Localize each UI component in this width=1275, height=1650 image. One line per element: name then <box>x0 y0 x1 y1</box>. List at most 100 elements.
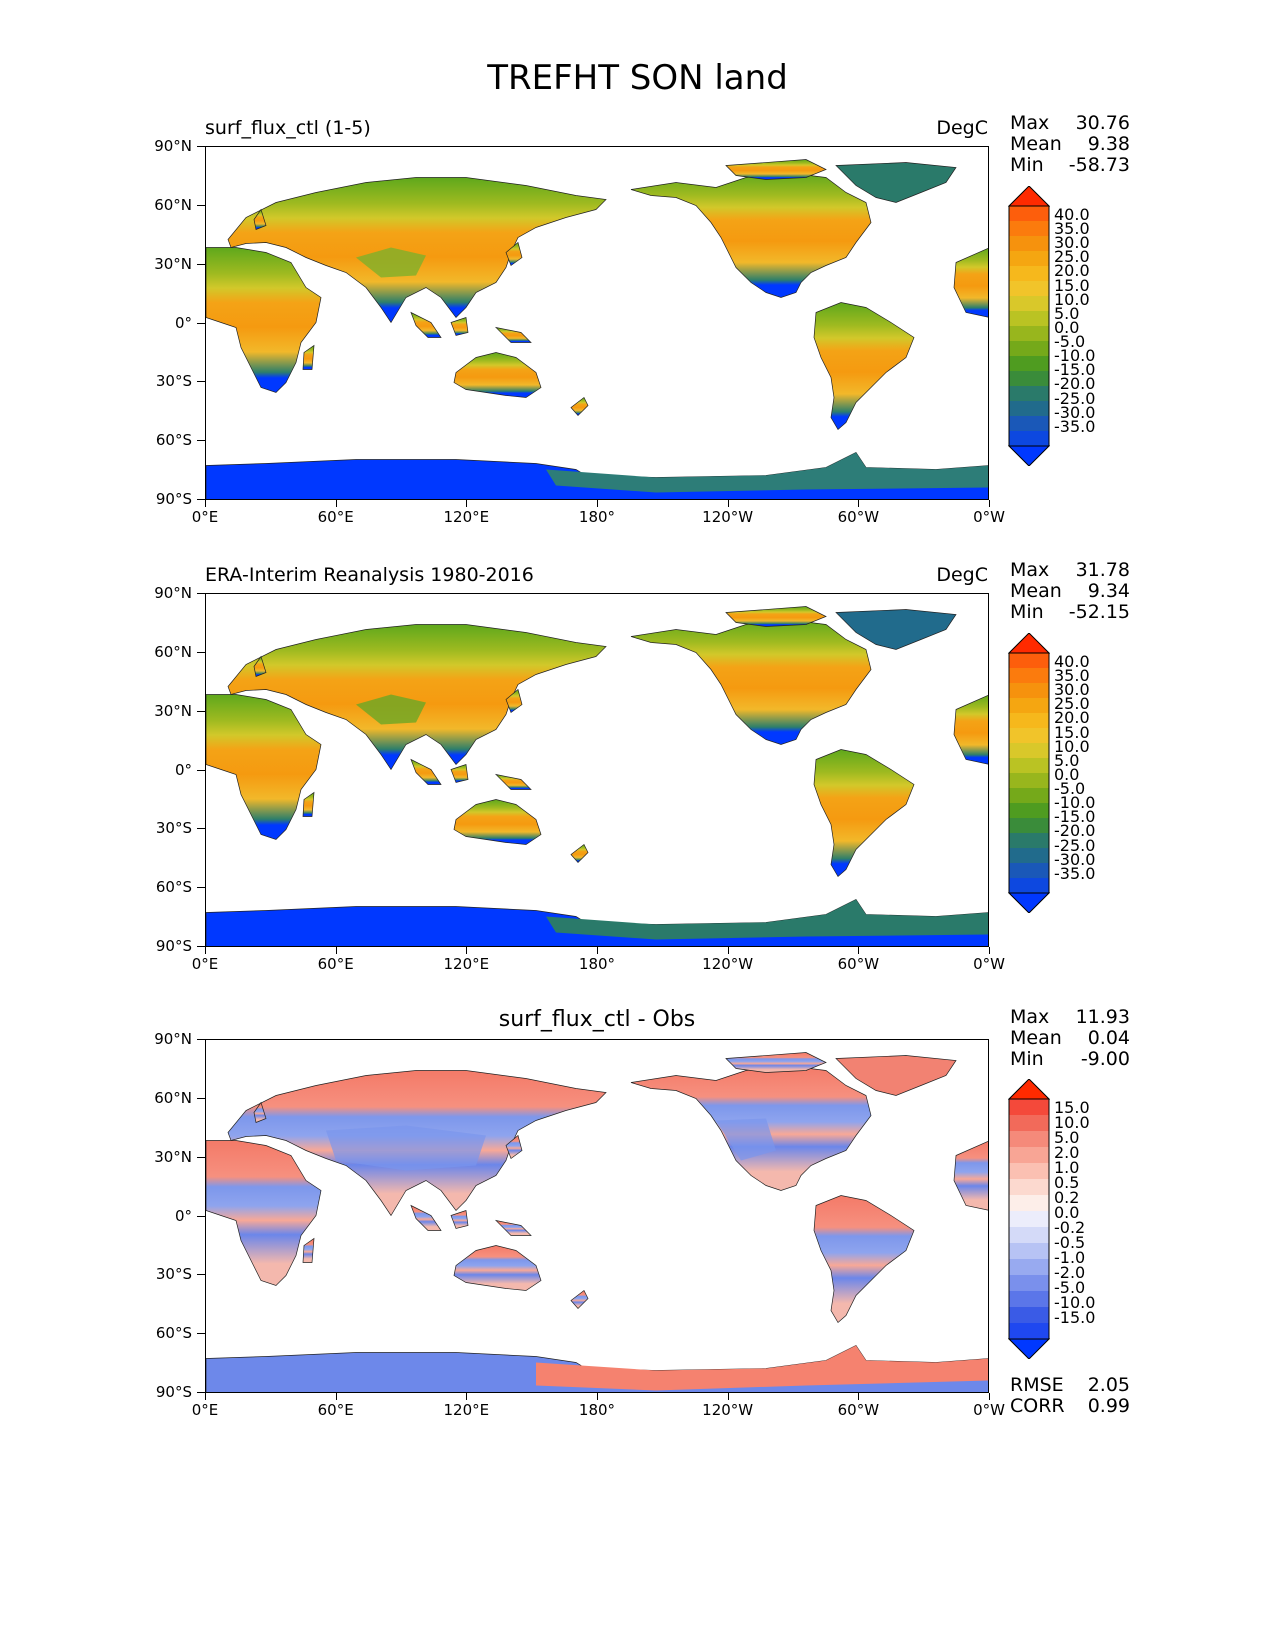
lon-tick-mark <box>466 947 468 954</box>
colorbar-segment <box>1009 206 1049 222</box>
panel-1-colorbar <box>1008 186 1050 466</box>
land-mask <box>206 159 988 430</box>
lat-tick-mark <box>197 263 205 265</box>
stat-min-label: Min <box>1010 1048 1044 1070</box>
lon-tick-label: 60°W <box>837 955 880 973</box>
us-cool <box>716 1118 776 1161</box>
panel-2-units: DegC <box>936 564 988 586</box>
lat-tick-mark <box>197 204 205 206</box>
lon-tick-mark <box>727 1393 729 1400</box>
lon-tick-label: 0°E <box>191 955 219 973</box>
stat-min-value: -9.00 <box>1080 1048 1130 1070</box>
colorbar-segment <box>1009 758 1049 774</box>
colorbar-tick-label: 5.0 <box>1054 750 1080 770</box>
lon-tick-label: 180° <box>578 1401 616 1419</box>
stat-max-label: Max <box>1010 112 1050 134</box>
lat-tick-mark <box>197 887 205 889</box>
colorbar-segment <box>1009 863 1049 879</box>
lat-tick-label: 90°S <box>155 937 192 955</box>
colorbar-extend-max <box>1008 633 1050 654</box>
lon-tick-label: 60°W <box>837 1401 880 1419</box>
tibet-cold <box>356 247 426 278</box>
lat-tick-mark <box>197 710 205 712</box>
colorbar-tick-label: -35.0 <box>1054 416 1096 436</box>
colorbar-segment <box>1009 371 1049 387</box>
panel-1-colorbar-labels: 40.0 35.0 30.0 25.0 20.0 15.0 10.0 5.0 0.0 -5.0 -1… <box>1054 207 1114 447</box>
panel-3-title: surf_flux_ctl - Obs <box>498 1007 696 1032</box>
colorbar-segment <box>1009 221 1049 237</box>
colorbar-segment <box>1009 1227 1049 1244</box>
colorbar-tick-label: -15.0 <box>1054 1308 1096 1327</box>
colorbar-segment <box>1009 311 1049 327</box>
lat-tick-label: 60°S <box>155 431 192 450</box>
colorbar-extend-min <box>1008 892 1050 913</box>
stat-mean-label: Mean <box>1010 133 1062 155</box>
colorbar-segment <box>1009 1163 1049 1180</box>
lat-tick-label: 60°S <box>155 878 192 897</box>
colorbar-segment <box>1009 386 1049 402</box>
rmse-label: RMSE <box>1010 1374 1064 1396</box>
colorbar-segment <box>1009 1243 1049 1260</box>
lon-tick-label: 60°E <box>317 955 354 973</box>
lon-tick-label: 60°W <box>837 508 880 526</box>
colorbar-tick-label: -5.0 <box>1054 779 1086 799</box>
stat-mean-label: Mean <box>1010 1027 1062 1049</box>
land-mask <box>206 606 988 877</box>
panel-3-stats: Max 11.93 Mean 0.04 Min -9.00 <box>1010 1006 1130 1072</box>
panel-1-stats: Max 30.76 Mean 9.38 Min -58.73 <box>1010 112 1130 178</box>
colorbar-tick-label: 30.0 <box>1054 680 1090 700</box>
lat-tick-label: 30°S <box>155 372 192 391</box>
colorbar-tick-label: -30.0 <box>1054 402 1096 422</box>
lon-tick-label: 120°W <box>702 1401 754 1419</box>
colorbar-outline <box>1008 652 1050 894</box>
colorbar-segment <box>1009 1115 1049 1132</box>
lon-tick-label: 120°W <box>702 955 754 973</box>
lat-tick-mark <box>197 381 205 383</box>
panel-1-map <box>205 146 989 500</box>
colorbar-tick-label: -35.0 <box>1054 863 1096 883</box>
lon-tick-label: 60°E <box>317 508 354 526</box>
panel-2-colorbar <box>1008 633 1050 913</box>
lat-tick-label: 90°N <box>154 1030 192 1048</box>
colorbar-tick-label: -10.0 <box>1054 793 1096 813</box>
lon-tick-label: 180° <box>578 508 616 526</box>
greenland <box>835 1055 957 1096</box>
colorbar-tick-label: 25.0 <box>1054 694 1090 714</box>
lat-tick-label: 90°N <box>154 137 192 155</box>
colorbar-segment <box>1009 341 1049 357</box>
colorbar-segment <box>1009 833 1049 849</box>
antarctica-west <box>546 899 988 940</box>
lon-tick-mark <box>466 1393 468 1400</box>
lon-tick-label: 120°E <box>443 955 490 973</box>
colorbar-segment <box>1009 1275 1049 1292</box>
lon-tick-label: 120°E <box>443 508 490 526</box>
lat-tick-label: 60°S <box>155 1324 192 1343</box>
antarctica-west <box>546 452 988 493</box>
greenland <box>835 162 957 203</box>
stat-min-label: Min <box>1010 601 1044 623</box>
lat-tick-label: 30°N <box>154 701 192 720</box>
lon-tick-mark <box>335 1393 337 1400</box>
lat-tick-label: 30°S <box>155 819 192 838</box>
lat-tick-label: 90°N <box>154 584 192 602</box>
lon-tick-label: 0°W <box>973 508 1005 526</box>
colorbar-tick-label: -5.0 <box>1054 332 1086 352</box>
lon-tick-mark <box>597 500 598 507</box>
lon-tick-label: 0°E <box>191 508 219 526</box>
stat-mean-value: 9.38 <box>1087 133 1130 155</box>
colorbar-segment <box>1009 683 1049 699</box>
lat-tick-label: 90°S <box>155 490 192 508</box>
lon-tick-label: 0°W <box>973 955 1005 973</box>
stat-mean-value: 0.04 <box>1087 1027 1130 1049</box>
colorbar-segment <box>1009 668 1049 684</box>
colorbar-segment <box>1009 698 1049 714</box>
colorbar-segment <box>1009 1131 1049 1148</box>
colorbar-tick-label: 25.0 <box>1054 247 1090 267</box>
colorbar-tick-label: -15.0 <box>1054 807 1096 827</box>
colorbar-segment <box>1009 1195 1049 1212</box>
tibet-cold <box>356 694 426 725</box>
panel-3-colorbar-labels: 15.0 10.0 5.0 2.0 1.0 0.5 0.2 0.0 -0.2 -0.5 -1.0 -2… <box>1054 1100 1114 1340</box>
colorbar-tick-label: 2.0 <box>1054 1143 1080 1162</box>
colorbar-tick-label: 0.5 <box>1054 1173 1080 1192</box>
colorbar-tick-label: -1.0 <box>1054 1248 1086 1267</box>
